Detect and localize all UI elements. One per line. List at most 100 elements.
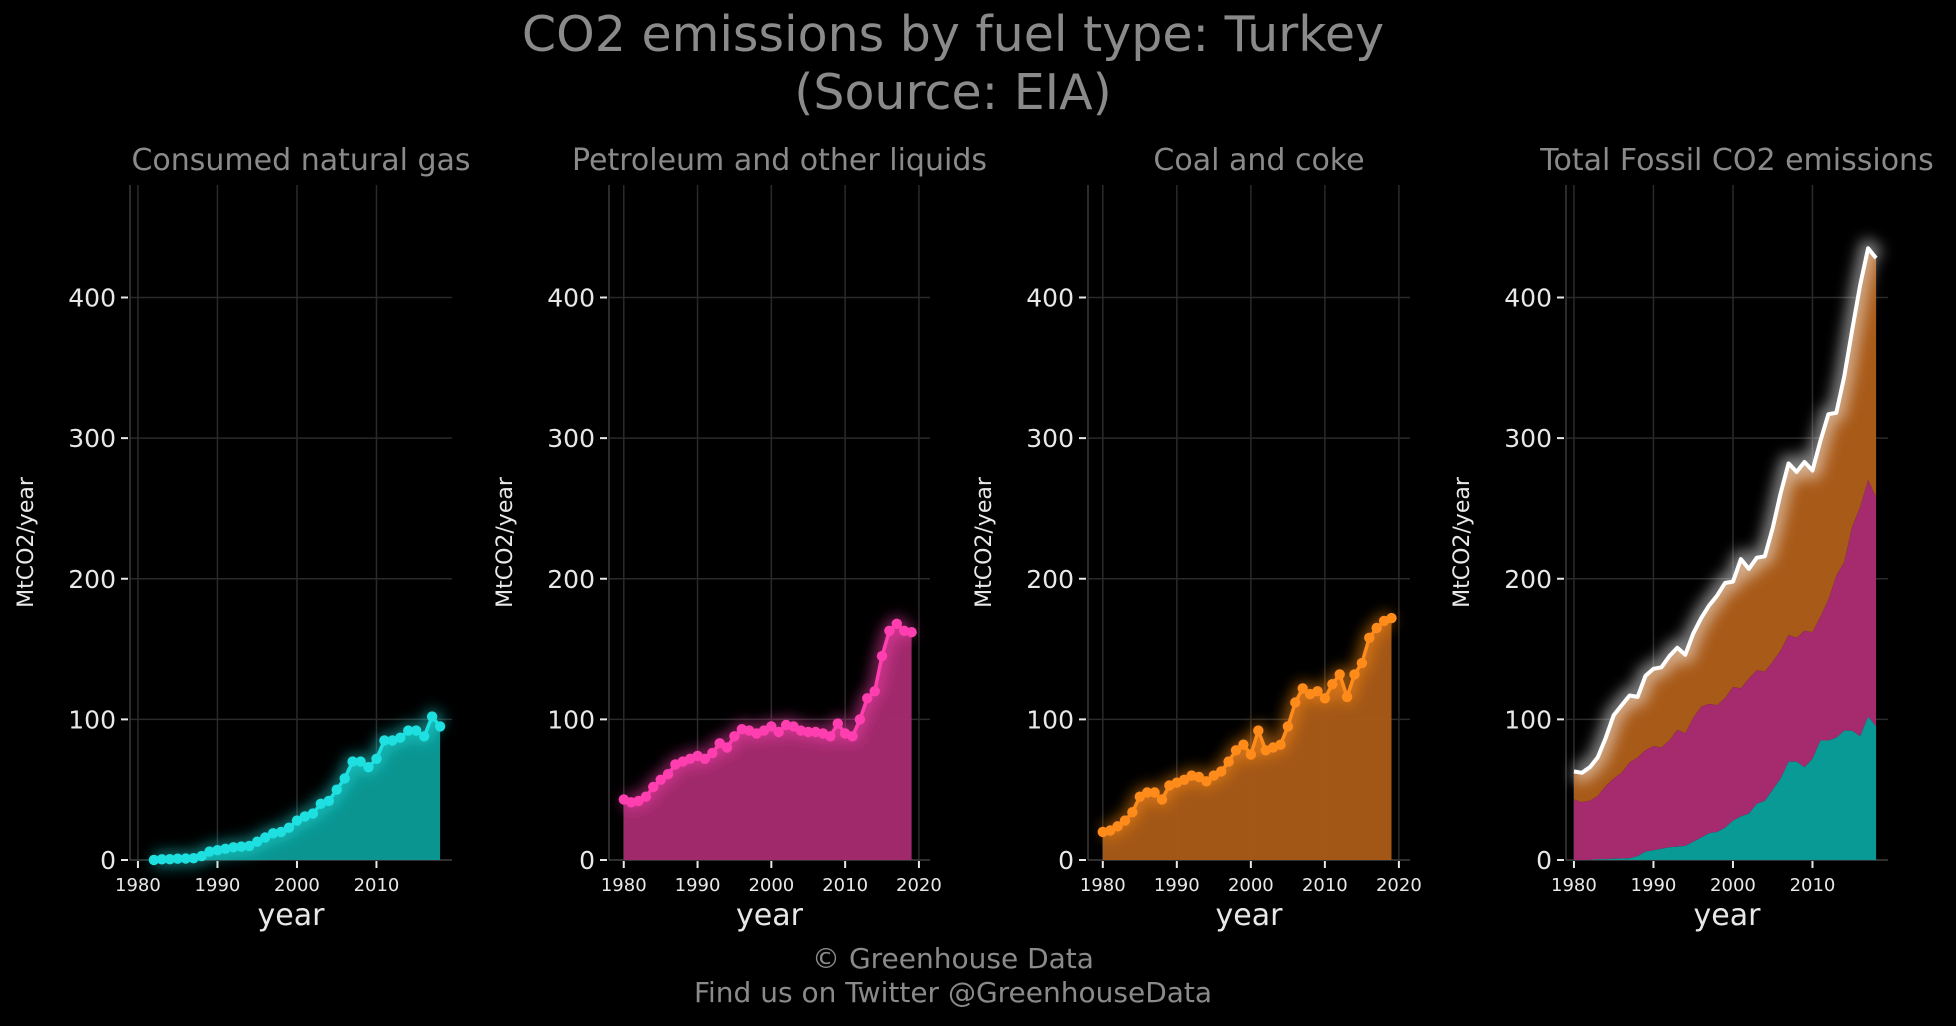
data-point [1334,669,1345,680]
data-point [1319,693,1331,704]
panel-title: Total Fossil CO2 emissions [1539,143,1933,178]
x-tick-label: 2000 [274,875,320,896]
y-tick-label: 0 [1058,846,1074,875]
x-tick-label: 2000 [748,875,794,896]
data-point [172,853,183,864]
data-point [729,731,740,742]
data-point [1275,739,1286,750]
y-tick-label: 300 [1026,424,1074,453]
x-tick-label: 1980 [115,875,161,896]
data-point [379,735,390,746]
area-gas [1574,716,1877,860]
data-point [331,784,342,795]
data-point [1142,787,1153,798]
data-point [419,731,430,742]
data-point [347,756,358,767]
data-point [426,711,438,722]
x-tick-label: 2010 [1790,875,1836,896]
data-point [1290,697,1301,708]
y-tick-label: 400 [547,284,595,313]
data-point [1282,721,1294,732]
y-tick-label: 0 [579,846,595,875]
data-point [906,627,917,638]
x-tick-label: 1990 [675,875,721,896]
data-point [260,832,271,843]
x-tick-label: 1990 [195,875,241,896]
data-point [1149,787,1160,798]
data-point [1230,745,1242,756]
data-point [204,846,215,857]
y-tick-label: 100 [1504,705,1552,734]
footer-copyright: © Greenhouse Data [812,942,1094,975]
data-point [434,721,446,732]
data-point [1253,725,1264,736]
data-point [891,618,902,629]
data-point [1341,691,1353,703]
x-tick-label: 2010 [822,875,868,896]
y-tick-label: 400 [1026,284,1074,313]
panel-petroleum: Petroleum and other liquids 0 100 200 300 400… [493,143,987,933]
data-point [1112,821,1123,832]
data-point [884,625,895,636]
x-tick-label: 2010 [354,875,400,896]
data-point [164,854,175,865]
data-point [156,854,167,865]
data-point [832,718,843,729]
data-point [1349,669,1360,680]
data-point [766,721,777,732]
panel-coal: Coal and coke 0 100 200 300 400 1980 1990 2000 20… [972,143,1422,933]
data-point [1386,612,1397,624]
data-point [773,726,784,738]
x-tick-label: 1980 [1551,875,1597,896]
y-tick-label: 0 [1536,846,1552,875]
x-tick-label: 2020 [1376,875,1422,896]
x-tick-label: 1990 [1631,875,1677,896]
data-point [869,686,880,697]
chart-title: CO2 emissions by fuel type: Turkey (Sour… [0,6,1906,122]
data-point [854,714,866,725]
data-point [1156,794,1168,805]
y-tick-label: 0 [100,846,116,875]
data-point [640,791,652,802]
y-tick-label: 100 [1026,705,1074,734]
x-tick-label: 2010 [1302,875,1348,896]
data-point [411,725,422,736]
data-point [355,756,366,767]
data-point [307,808,319,819]
y-tick-label: 200 [1026,565,1074,594]
data-point [648,781,659,793]
data-point [148,854,160,866]
x-tick-label: 2000 [1710,875,1756,896]
y-tick-label: 200 [68,565,116,594]
data-point [363,762,374,773]
data-point [803,726,814,738]
area-fill [623,623,912,860]
data-point [371,753,382,764]
data-point [1327,679,1338,690]
data-point [662,769,674,780]
y-tick-label: 400 [1504,284,1552,313]
x-axis-label: year [736,898,804,933]
total-line [1573,246,1878,775]
data-point [847,731,858,742]
data-point [721,742,733,753]
data-point [1312,686,1323,697]
data-point [244,840,255,852]
y-tick-label: 200 [1504,565,1552,594]
x-axis-label: year [1216,898,1284,933]
data-point [1216,766,1227,777]
y-tick-label: 400 [68,284,116,313]
data-point [1356,657,1368,669]
data-point [1297,683,1308,694]
data-point [1127,807,1138,818]
area-fill [153,716,441,860]
y-tick-label: 200 [547,565,595,594]
data-point [876,650,888,662]
data-point [212,845,223,856]
y-axis-label: MtCO2/year [1450,476,1475,608]
area-fill [1102,618,1392,860]
data-point [339,773,350,784]
footer-twitter: Find us on Twitter @GreenhouseData [693,976,1213,1009]
data-point [1245,749,1257,760]
